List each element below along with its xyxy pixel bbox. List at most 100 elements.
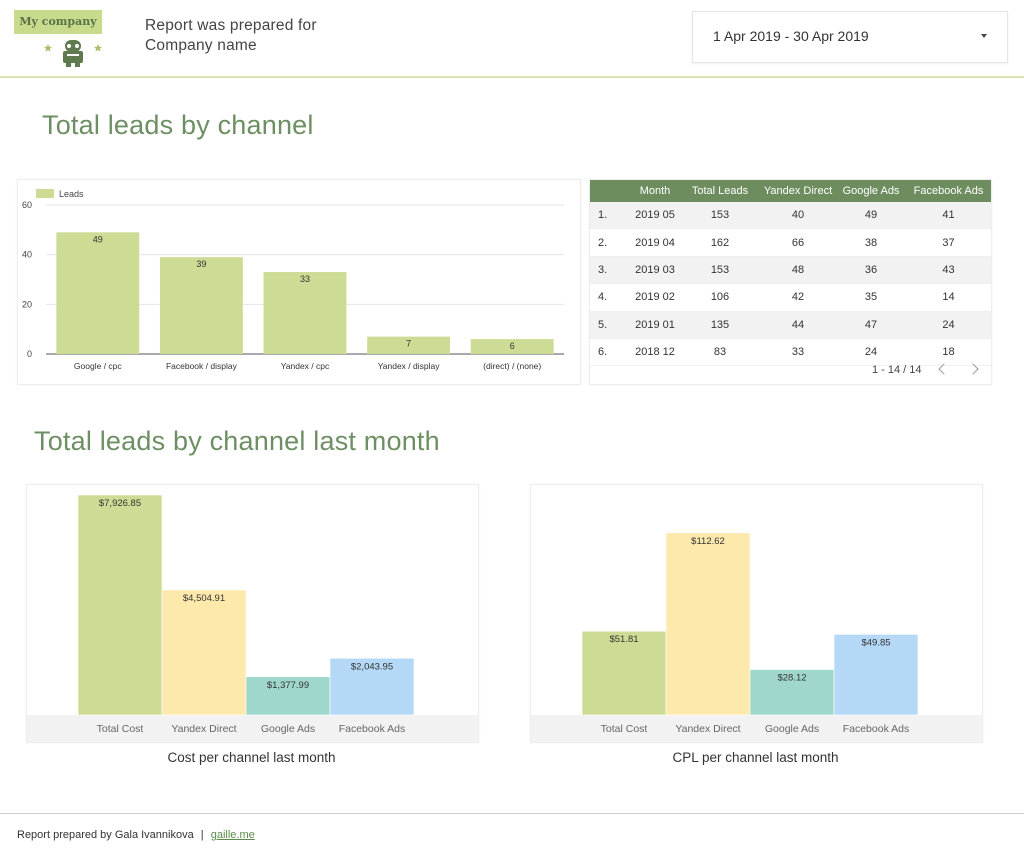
x-tick-label: Yandex / display bbox=[378, 361, 440, 371]
table-cell: 33 bbox=[760, 338, 836, 367]
footer-separator: | bbox=[200, 829, 204, 841]
x-tick-label: Facebook Ads bbox=[843, 723, 910, 735]
cpl-chart-caption: CPL per channel last month bbox=[672, 750, 839, 765]
cpl-bar-chart: $51.81 Total Cost $112.62 Yandex Direct $28.… bbox=[531, 532, 982, 742]
leads-by-month-table: Month Total Leads Yandex Direct Google Ads F… bbox=[590, 180, 991, 367]
bar[interactable] bbox=[470, 339, 554, 354]
report-recipient: Report was prepared for Company name bbox=[145, 16, 317, 56]
table-header-row: Month Total Leads Yandex Direct Google Ads F… bbox=[590, 180, 991, 202]
chevron-right-icon bbox=[967, 363, 979, 375]
table-row: 1. 2019 05 153 40 49 41 bbox=[590, 202, 991, 230]
data-label: $2,043.95 bbox=[351, 661, 393, 672]
date-range-value: 1 Apr 2019 - 30 Apr 2019 bbox=[713, 28, 869, 44]
footer-website-link[interactable]: gaille.me bbox=[210, 829, 255, 841]
cpl-per-channel-chart: $51.81 Total Cost $112.62 Yandex Direct $28.… bbox=[530, 484, 983, 743]
report-prepared-for: Report was prepared for bbox=[145, 17, 317, 34]
table-cell: 135 bbox=[680, 311, 760, 339]
table-cell: 36 bbox=[836, 256, 906, 285]
y-tick-label: 60 bbox=[22, 200, 32, 210]
x-tick-label: (direct) / (none) bbox=[483, 361, 541, 371]
table-row: 3. 2019 03 153 48 36 43 bbox=[590, 256, 991, 285]
leads-by-channel-chart: Leads 0 20 40 60 49 Google / cpc 39 Facebook / d… bbox=[17, 179, 581, 385]
next-page-button[interactable] bbox=[967, 362, 982, 376]
table-cell: 48 bbox=[760, 256, 836, 285]
table-cell: 153 bbox=[680, 202, 760, 230]
data-label: $1,377.99 bbox=[267, 680, 309, 691]
y-tick-label: 40 bbox=[22, 250, 32, 260]
chevron-left-icon bbox=[938, 363, 950, 375]
column-header[interactable]: Google Ads bbox=[836, 180, 906, 202]
bar[interactable] bbox=[665, 532, 751, 716]
bar[interactable] bbox=[77, 494, 163, 716]
table-cell: 2019 01 bbox=[630, 311, 680, 339]
bar[interactable] bbox=[833, 634, 919, 716]
bar[interactable] bbox=[263, 272, 347, 354]
data-label: 49 bbox=[93, 234, 103, 244]
table-cell: 44 bbox=[760, 311, 836, 339]
legend-swatch bbox=[36, 189, 54, 198]
bar[interactable] bbox=[581, 630, 667, 716]
bar[interactable] bbox=[159, 257, 243, 354]
x-axis-band bbox=[27, 715, 478, 742]
table-cell: 2019 05 bbox=[630, 202, 680, 230]
table-cell: 40 bbox=[760, 202, 836, 230]
table-cell: 42 bbox=[760, 283, 836, 312]
x-tick-label: Yandex Direct bbox=[675, 723, 740, 735]
data-label: 39 bbox=[196, 259, 206, 269]
row-index: 5. bbox=[590, 311, 630, 339]
bar[interactable] bbox=[161, 589, 247, 716]
data-label: $28.12 bbox=[777, 673, 806, 684]
table-cell: 14 bbox=[906, 283, 991, 312]
table-cell: 47 bbox=[836, 311, 906, 339]
table-row: 5. 2019 01 135 44 47 24 bbox=[590, 311, 991, 339]
footer-author: Report prepared by Gala Ivannikova bbox=[17, 829, 194, 841]
company-logo: My company bbox=[14, 10, 102, 34]
data-label: 6 bbox=[510, 341, 515, 351]
section-title-leads-by-channel: Total leads by channel bbox=[42, 110, 314, 140]
y-tick-label: 0 bbox=[27, 349, 32, 359]
robot-icon bbox=[44, 40, 102, 67]
table-cell: 24 bbox=[906, 311, 991, 339]
leads-by-month-table-panel: Month Total Leads Yandex Direct Google Ads F… bbox=[589, 179, 992, 385]
x-tick-label: Yandex / cpc bbox=[281, 361, 330, 371]
column-header[interactable]: Facebook Ads bbox=[906, 180, 991, 202]
table-cell: 18 bbox=[906, 338, 991, 367]
x-tick-label: Total Cost bbox=[601, 723, 648, 735]
footer-credits: Report prepared by Gala Ivannikova | gai… bbox=[17, 829, 255, 841]
table-cell: 38 bbox=[836, 228, 906, 257]
column-header[interactable]: Yandex Direct bbox=[760, 180, 836, 202]
previous-page-button[interactable] bbox=[936, 362, 950, 376]
table-cell: 49 bbox=[836, 202, 906, 230]
data-label: 7 bbox=[406, 339, 411, 349]
row-index: 1. bbox=[590, 202, 630, 230]
report-footer: Report prepared by Gala Ivannikova | gai… bbox=[0, 813, 1024, 856]
bar[interactable] bbox=[367, 336, 451, 354]
table-cell: 162 bbox=[680, 228, 760, 257]
x-tick-label: Yandex Direct bbox=[171, 723, 236, 735]
row-index: 4. bbox=[590, 283, 630, 312]
row-index: 2. bbox=[590, 228, 630, 257]
table-cell: 66 bbox=[760, 228, 836, 257]
row-index: 3. bbox=[590, 256, 630, 285]
report-header: My company Report was prepared for Compa… bbox=[0, 0, 1024, 78]
column-header[interactable]: Month bbox=[630, 180, 680, 202]
table-cell: 2019 03 bbox=[630, 256, 680, 285]
logo-text: My company bbox=[19, 15, 97, 28]
data-label: 33 bbox=[300, 274, 310, 284]
table-cell: 35 bbox=[836, 283, 906, 312]
x-tick-label: Google / cpc bbox=[74, 361, 122, 371]
cost-bar-chart: $7,926.85 Total Cost $4,504.91 Yandex Direc… bbox=[27, 494, 478, 742]
table-cell: 37 bbox=[906, 228, 991, 257]
bar[interactable] bbox=[56, 232, 140, 354]
table-row: 6. 2018 12 83 33 24 18 bbox=[590, 338, 991, 367]
data-label: $51.81 bbox=[609, 634, 638, 645]
bar[interactable] bbox=[329, 657, 415, 716]
table-row: 4. 2019 02 106 42 35 14 bbox=[590, 283, 991, 312]
table-cell: 153 bbox=[680, 256, 760, 285]
x-tick-label: Google Ads bbox=[765, 723, 819, 735]
data-label: $49.85 bbox=[861, 637, 890, 648]
pagination-label: 1 - 14 / 14 bbox=[872, 364, 922, 376]
x-tick-label: Facebook / display bbox=[166, 361, 238, 371]
column-header[interactable]: Total Leads bbox=[680, 180, 760, 202]
date-range-picker[interactable]: 1 Apr 2019 - 30 Apr 2019 bbox=[692, 11, 1008, 63]
